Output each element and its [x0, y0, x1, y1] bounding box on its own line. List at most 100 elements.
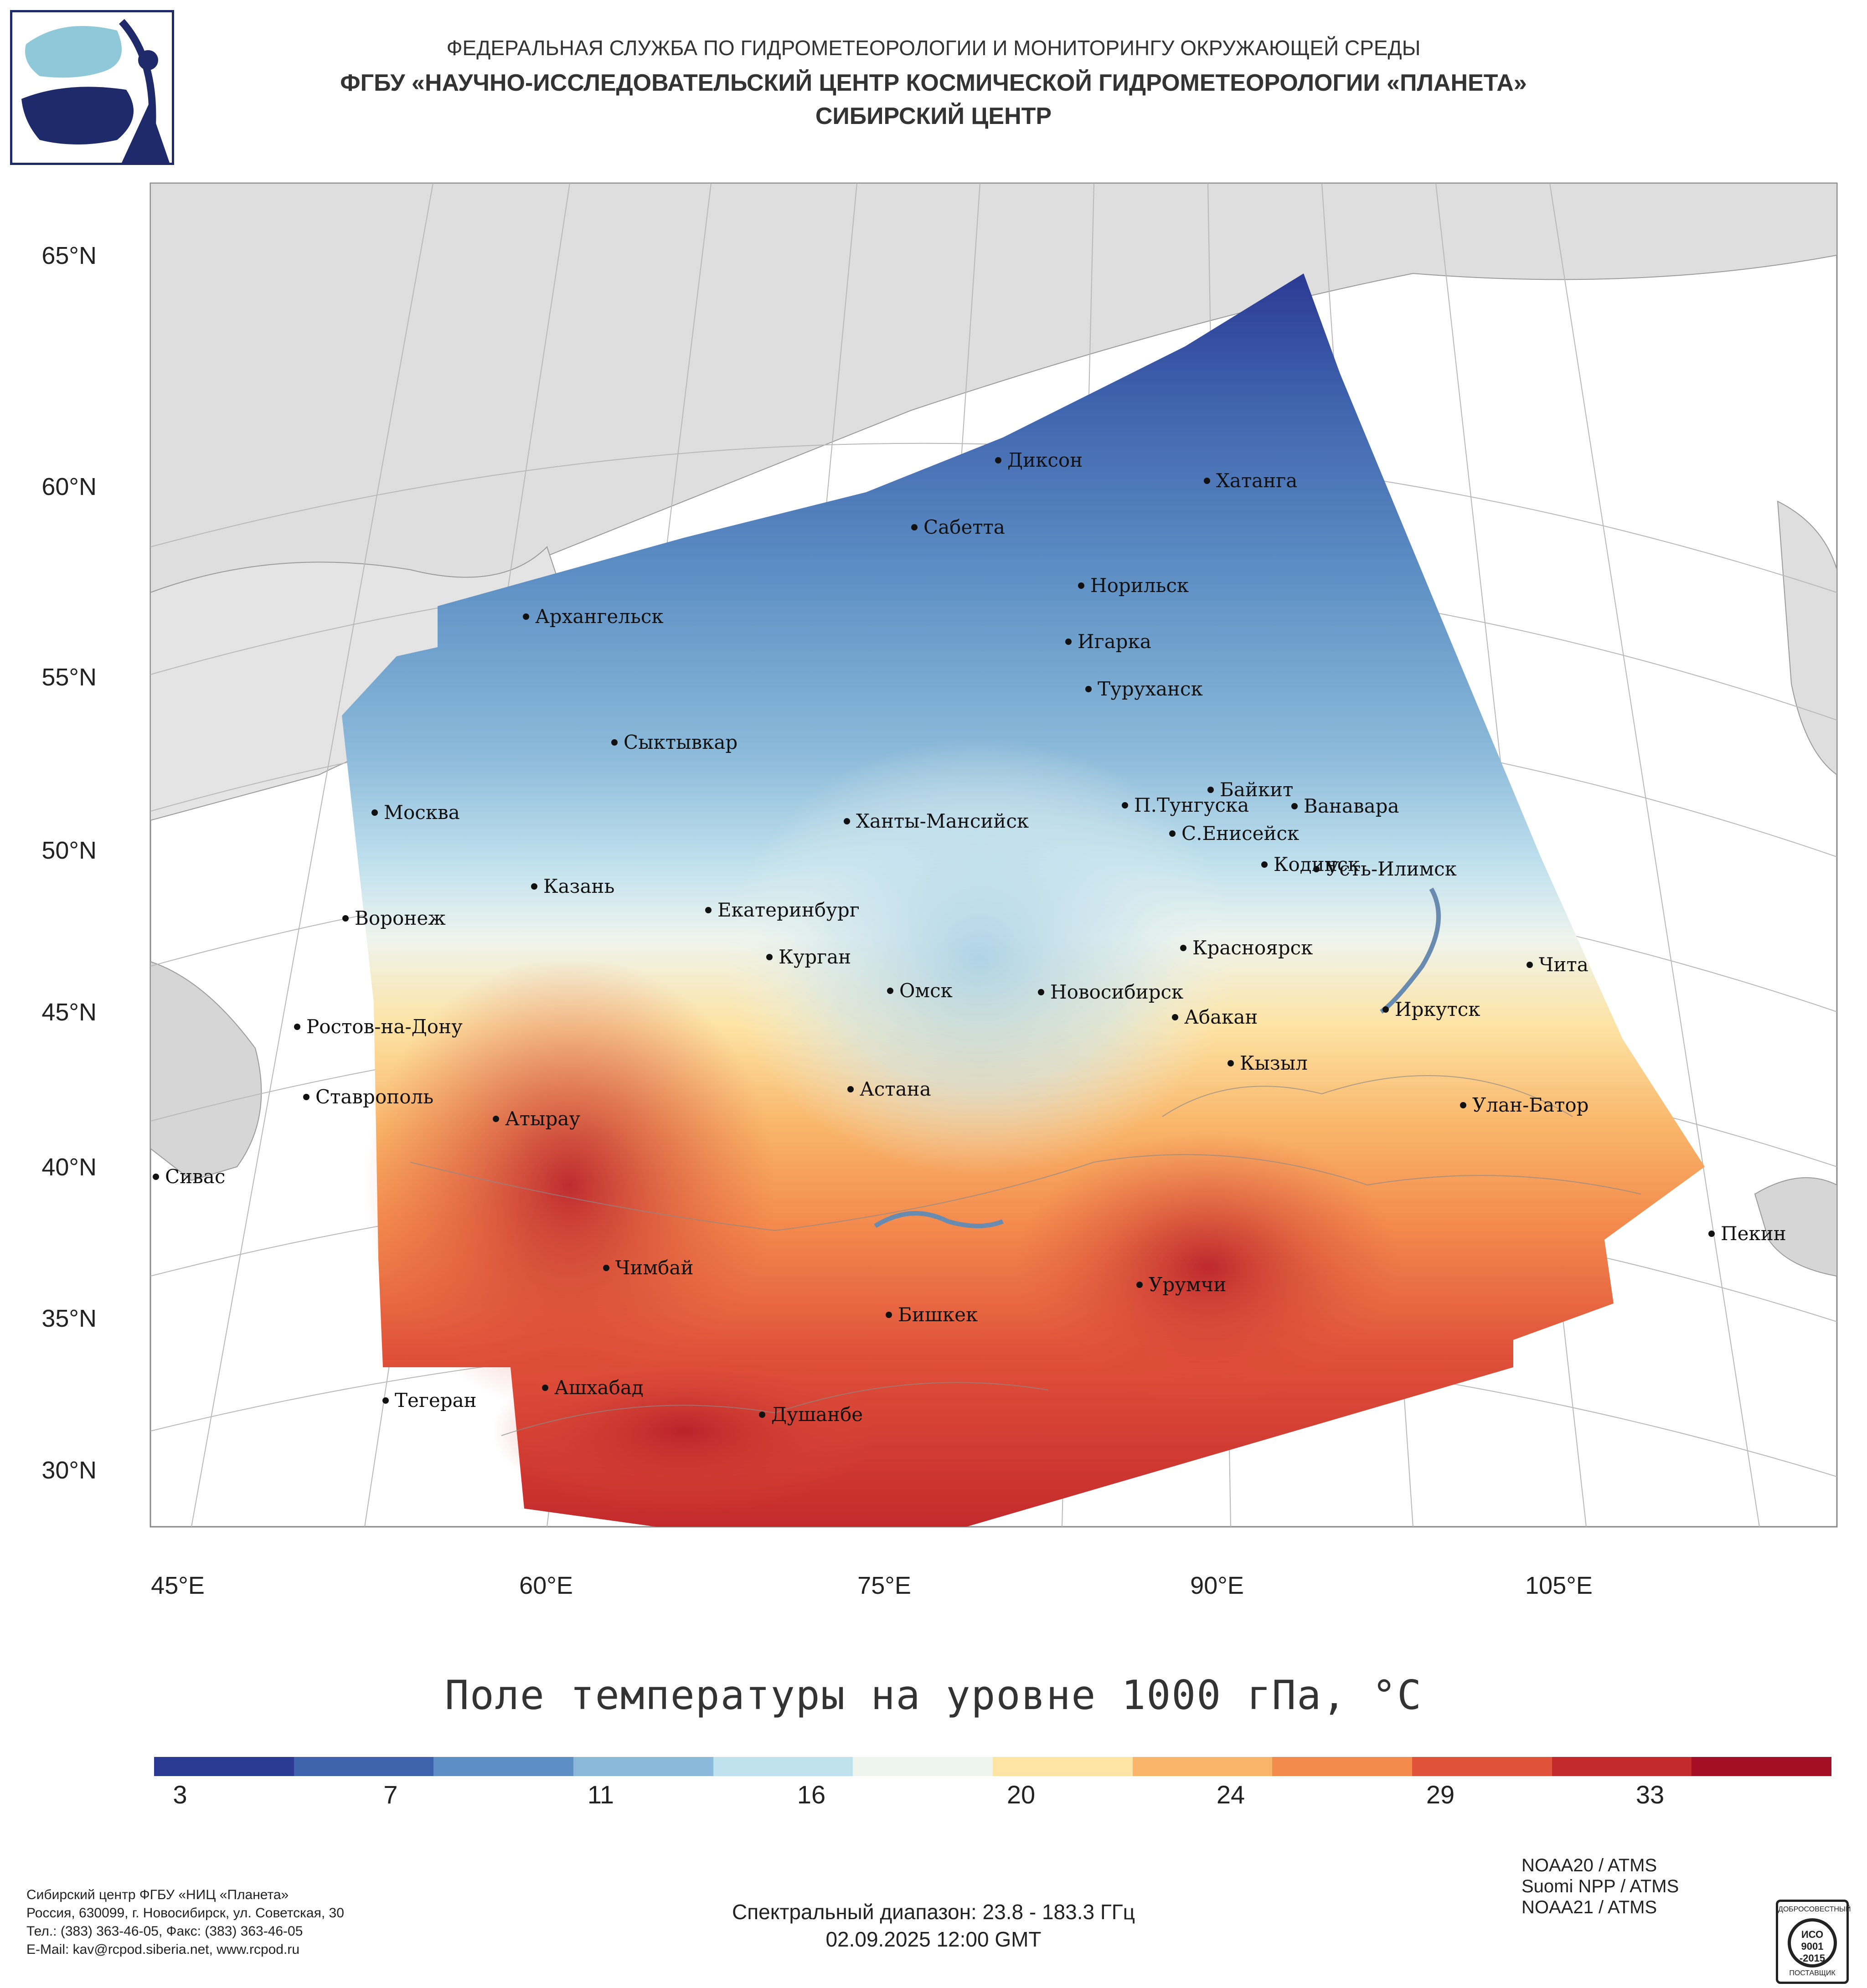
city-label: Тегеран — [395, 1389, 477, 1411]
city-label: Душанбе — [771, 1403, 863, 1426]
colorbar-segment — [154, 1757, 294, 1776]
lat-label-30: 30°N — [41, 1457, 97, 1484]
city-label: Курган — [779, 946, 851, 968]
colorbar-tick: 7 — [383, 1780, 398, 1809]
lon-label-105: 105°E — [1525, 1572, 1593, 1599]
lon-label-45: 45°E — [151, 1572, 205, 1599]
city-label: Красноярск — [1192, 937, 1313, 959]
iso-line: ИСО — [1801, 1929, 1824, 1940]
city-label: Ростов-на-Дону — [306, 1015, 463, 1038]
city-marker — [1527, 962, 1533, 968]
colorbar — [154, 1757, 1832, 1776]
lat-label-50: 50°N — [41, 837, 97, 864]
city-label: Чита — [1539, 953, 1588, 976]
yellow-sea — [1754, 1177, 1837, 1277]
city-marker — [371, 809, 378, 816]
iso-bottom-text: ПОСТАВЩИК — [1789, 1969, 1836, 1977]
city-label: Воронеж — [355, 907, 446, 929]
city-marker — [1180, 945, 1186, 951]
colorbar-tick: 24 — [1216, 1780, 1245, 1809]
city-marker — [705, 907, 712, 913]
city-label: Атырау — [505, 1107, 580, 1130]
city-label: Норильск — [1090, 574, 1189, 597]
borders — [410, 1075, 1641, 1436]
contact-info: Сибирский центр ФГБУ «НИЦ «Планета» Росс… — [26, 1886, 344, 1959]
city-label: Екатеринбург — [717, 899, 860, 921]
hot-core-south-shading — [492, 1349, 875, 1513]
colorbar-segment — [713, 1757, 853, 1776]
city-marker — [1169, 830, 1176, 837]
city-marker — [847, 1086, 854, 1092]
city-marker — [294, 1024, 300, 1030]
contact-line: Сибирский центр ФГБУ «НИЦ «Планета» — [26, 1887, 289, 1902]
colorbar-segment — [1692, 1757, 1832, 1776]
city-label: Игарка — [1078, 630, 1151, 653]
city-marker — [303, 1094, 309, 1100]
city-label: Туруханск — [1098, 678, 1203, 700]
iso-certification-badge: ДОБРОСОВЕСТНЫЙ ИСО 9001 -2015 ПОСТАВЩИК — [1776, 1900, 1851, 1984]
colorbar-segment — [573, 1757, 713, 1776]
city-marker — [1460, 1102, 1466, 1108]
iso-line: 9001 — [1801, 1941, 1824, 1952]
city-label: Казань — [543, 875, 614, 897]
iso-line: -2015 — [1799, 1952, 1826, 1964]
colorbar-tick: 16 — [797, 1780, 826, 1809]
satellite-item: NOAA20 / ATMS — [1521, 1855, 1657, 1875]
lat-label-40: 40°N — [41, 1154, 97, 1181]
colorbar-tick: 11 — [587, 1780, 614, 1809]
city-label: Чимбай — [615, 1257, 693, 1279]
city-marker — [611, 739, 618, 746]
map-title: Поле температуры на уровне 1000 гПа, °C — [444, 1672, 1423, 1719]
lat-label-55: 55°N — [41, 664, 97, 691]
colorbar-segment — [294, 1757, 434, 1776]
city-label: Ханты-Мансийск — [856, 810, 1029, 832]
city-label: Урумчи — [1149, 1273, 1226, 1296]
city-label: Омск — [899, 979, 953, 1002]
city-label: С.Енисейск — [1181, 822, 1299, 845]
city-marker — [342, 915, 349, 922]
contact-line: Россия, 630099, г. Новосибирск, ул. Сове… — [26, 1906, 344, 1921]
city-label: Архангельск — [535, 605, 664, 628]
colorbar-tick: 3 — [173, 1780, 187, 1809]
header-institute: ФГБУ «НАУЧНО-ИССЛЕДОВАТЕЛЬСКИЙ ЦЕНТР КОС… — [340, 70, 1527, 96]
black-sea — [150, 961, 262, 1181]
planeta-logo-icon — [21, 19, 170, 163]
city-label: П.Тунгуска — [1134, 794, 1249, 816]
lon-label-75: 75°E — [857, 1572, 911, 1599]
colorbar-tick: 20 — [1006, 1780, 1036, 1809]
city-marker — [766, 954, 773, 960]
lon-label-90: 90°E — [1190, 1572, 1244, 1599]
colorbar-segment — [1412, 1757, 1552, 1776]
header-center: СИБИРСКИЙ ЦЕНТР — [815, 103, 1052, 129]
city-marker — [995, 457, 1001, 464]
city-marker — [1227, 1060, 1234, 1066]
header-agency: ФЕДЕРАЛЬНАЯ СЛУЖБА ПО ГИДРОМЕТЕОРОЛОГИИ … — [446, 36, 1421, 60]
city-marker — [1085, 686, 1092, 692]
city-marker — [759, 1411, 765, 1418]
city-marker — [911, 524, 918, 530]
colorbar-tick: 29 — [1426, 1780, 1455, 1809]
spectral-range: Спектральный диапазон: 23.8 - 183.3 ГГц — [732, 1900, 1135, 1924]
east-land — [1777, 500, 1837, 776]
city-label: Иркутск — [1395, 998, 1480, 1020]
city-label: Абакан — [1184, 1006, 1258, 1028]
city-label: Байкит — [1220, 778, 1293, 801]
city-marker — [1708, 1231, 1715, 1237]
city-label: Астана — [860, 1078, 931, 1100]
lat-label-45: 45°N — [41, 999, 97, 1026]
colorbar-segment — [1272, 1757, 1413, 1776]
colorbar-segment — [993, 1757, 1133, 1776]
city-marker — [1172, 1014, 1178, 1020]
hot-core-west-shading — [365, 957, 775, 1413]
city-marker — [531, 883, 537, 890]
city-marker — [1204, 478, 1210, 484]
temperature-map: Диксон Хатанга Сабетта Норильск Архангельск И… — [150, 182, 1838, 1528]
city-marker — [1313, 866, 1320, 872]
baikal-lake — [1380, 887, 1441, 1014]
city-label: Диксон — [1007, 449, 1083, 471]
colorbar-segment — [1552, 1757, 1692, 1776]
city-label: Кызыл — [1240, 1052, 1308, 1074]
lat-label-35: 35°N — [41, 1305, 97, 1332]
city-marker — [887, 988, 893, 994]
city-marker — [523, 613, 529, 620]
